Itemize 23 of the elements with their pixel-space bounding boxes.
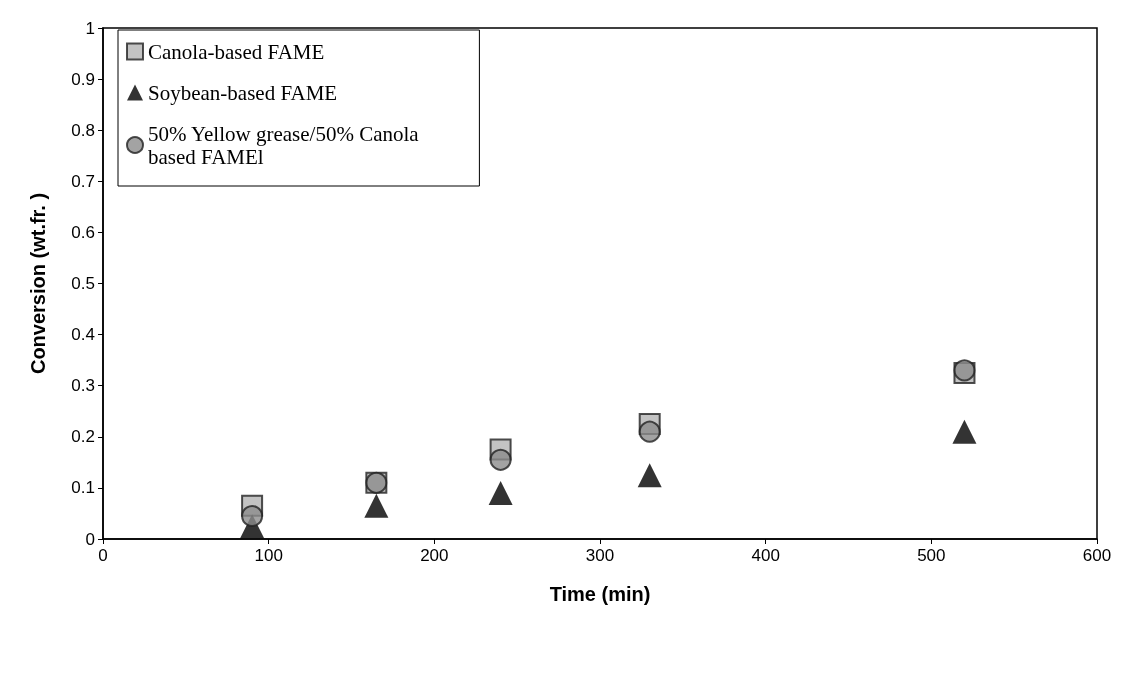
x-tick-label: 300	[585, 546, 615, 565]
legend-label: Canola-based FAME	[148, 39, 325, 64]
y-tick-label: 0.3	[71, 376, 95, 396]
x-tick-label: 100	[254, 546, 283, 565]
y-tick-label: 0.8	[71, 120, 95, 140]
x-tick-label: 400	[751, 546, 780, 565]
x-tick-label: 500	[917, 546, 946, 565]
y-tick-label: 0.2	[71, 427, 95, 447]
y-tick-label: 0.4	[71, 325, 95, 345]
y-tick-label: 0.7	[71, 171, 95, 191]
y-tick-label: 0.1	[71, 478, 95, 498]
y-tick-label: 0	[85, 529, 95, 549]
y-axis-title: Conversion (wt.fr. )	[27, 192, 49, 375]
y-tick-label: 0.6	[71, 222, 95, 242]
y-tick-label: 1	[85, 18, 95, 38]
y-tick-label: 0.9	[71, 69, 95, 89]
x-axis-title: Time (min)	[549, 583, 651, 605]
x-tick-label: 200	[420, 546, 449, 565]
legend-label: Soybean-based FAME	[148, 80, 338, 105]
y-tick-label: 0.5	[71, 274, 95, 293]
x-tick-label: 600	[1082, 546, 1112, 565]
legend-label: 50% Yellow grease/50% Canola based FAMEl	[148, 121, 420, 169]
x-tick-label: 0	[98, 546, 108, 565]
